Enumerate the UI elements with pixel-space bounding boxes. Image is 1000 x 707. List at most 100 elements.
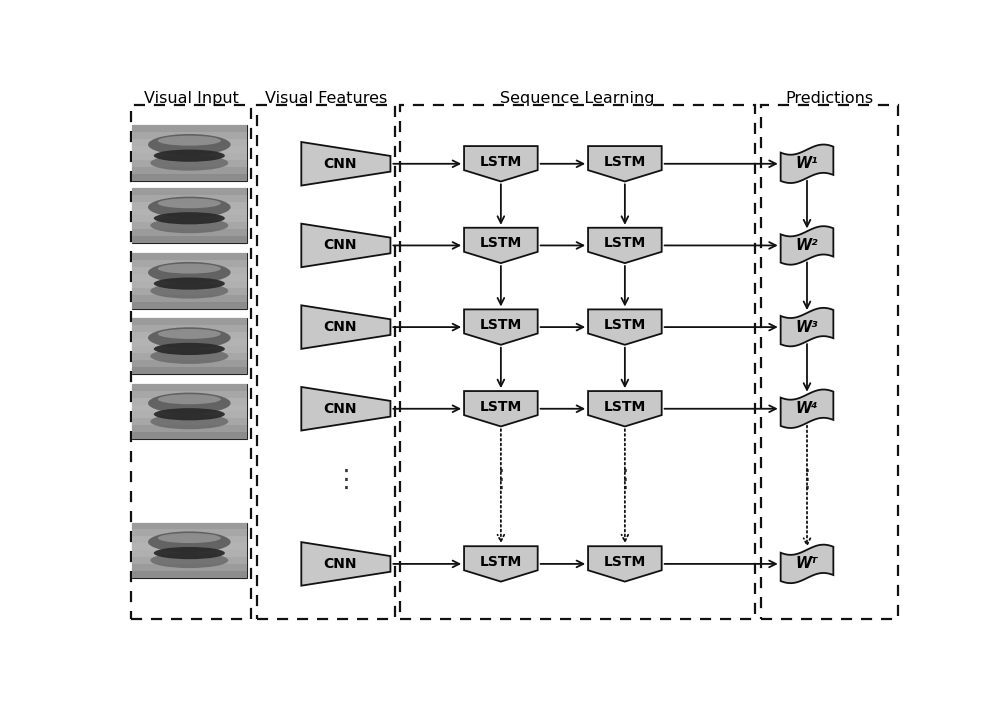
Bar: [132, 384, 247, 439]
Text: Predictions: Predictions: [785, 91, 874, 106]
Bar: [132, 188, 247, 194]
Ellipse shape: [154, 408, 225, 421]
Bar: [132, 229, 247, 236]
Text: LSTM: LSTM: [604, 318, 646, 332]
Bar: [132, 391, 247, 397]
Text: CNN: CNN: [323, 320, 356, 334]
Ellipse shape: [150, 218, 228, 233]
Bar: [132, 318, 247, 325]
Text: ⋮: ⋮: [612, 467, 637, 491]
Text: Sequence Learning: Sequence Learning: [500, 91, 655, 106]
Bar: [132, 209, 247, 216]
Polygon shape: [588, 228, 662, 263]
Bar: [132, 346, 247, 353]
Ellipse shape: [154, 547, 225, 559]
Bar: [132, 125, 247, 132]
Text: CNN: CNN: [323, 402, 356, 416]
Bar: [257, 105, 395, 619]
Ellipse shape: [154, 343, 225, 355]
Text: Visual Features: Visual Features: [265, 91, 387, 106]
Bar: [400, 105, 755, 619]
Bar: [132, 397, 247, 404]
Text: LSTM: LSTM: [604, 555, 646, 568]
Bar: [132, 318, 247, 374]
Polygon shape: [301, 305, 390, 349]
Text: LSTM: LSTM: [480, 399, 522, 414]
Bar: [132, 353, 247, 360]
Text: W²: W²: [796, 238, 818, 253]
Polygon shape: [301, 223, 390, 267]
Bar: [132, 260, 247, 267]
Text: W⁴: W⁴: [796, 402, 818, 416]
Bar: [132, 360, 247, 367]
Bar: [132, 146, 247, 153]
Polygon shape: [464, 228, 538, 263]
Bar: [132, 339, 247, 346]
Text: W¹: W¹: [796, 156, 818, 171]
Bar: [132, 174, 247, 181]
Ellipse shape: [158, 395, 221, 404]
Bar: [132, 537, 247, 544]
Bar: [132, 201, 247, 209]
Bar: [132, 281, 247, 288]
Polygon shape: [588, 146, 662, 182]
Text: Visual Input: Visual Input: [144, 91, 239, 106]
Text: LSTM: LSTM: [604, 236, 646, 250]
Bar: [132, 384, 247, 391]
Polygon shape: [588, 310, 662, 345]
Bar: [132, 411, 247, 419]
Bar: [132, 522, 247, 578]
Polygon shape: [781, 544, 833, 583]
Bar: [131, 105, 251, 619]
Bar: [132, 426, 247, 432]
Bar: [132, 253, 247, 260]
Text: LSTM: LSTM: [480, 236, 522, 250]
Ellipse shape: [148, 327, 231, 349]
Ellipse shape: [158, 198, 221, 209]
Ellipse shape: [158, 264, 221, 274]
Bar: [132, 125, 247, 181]
Bar: [132, 167, 247, 174]
Polygon shape: [781, 226, 833, 264]
Bar: [132, 564, 247, 571]
Text: LSTM: LSTM: [480, 155, 522, 169]
Bar: [132, 295, 247, 302]
Ellipse shape: [154, 277, 225, 290]
Bar: [132, 332, 247, 339]
Ellipse shape: [150, 552, 228, 568]
Text: LSTM: LSTM: [604, 399, 646, 414]
Text: LSTM: LSTM: [480, 318, 522, 332]
Text: ⋮: ⋮: [488, 467, 513, 491]
Bar: [132, 419, 247, 426]
Ellipse shape: [148, 134, 231, 155]
Text: LSTM: LSTM: [604, 155, 646, 169]
Bar: [132, 160, 247, 167]
Ellipse shape: [150, 155, 228, 170]
Polygon shape: [588, 391, 662, 426]
Bar: [132, 132, 247, 139]
Polygon shape: [464, 391, 538, 426]
Text: ⋮: ⋮: [333, 467, 358, 491]
Bar: [132, 153, 247, 160]
Text: CNN: CNN: [323, 238, 356, 252]
Bar: [132, 223, 247, 229]
Bar: [132, 288, 247, 295]
Polygon shape: [781, 390, 833, 428]
Ellipse shape: [154, 212, 225, 224]
Bar: [132, 530, 247, 537]
Text: LSTM: LSTM: [480, 555, 522, 568]
Polygon shape: [301, 142, 390, 185]
Bar: [132, 367, 247, 374]
Ellipse shape: [158, 329, 221, 339]
Bar: [132, 522, 247, 530]
Ellipse shape: [150, 283, 228, 298]
Ellipse shape: [150, 414, 228, 429]
Bar: [132, 267, 247, 274]
Text: CNN: CNN: [323, 157, 356, 171]
Polygon shape: [301, 387, 390, 431]
Bar: [132, 404, 247, 411]
Bar: [132, 274, 247, 281]
Polygon shape: [464, 547, 538, 582]
Ellipse shape: [148, 262, 231, 283]
Polygon shape: [301, 542, 390, 585]
